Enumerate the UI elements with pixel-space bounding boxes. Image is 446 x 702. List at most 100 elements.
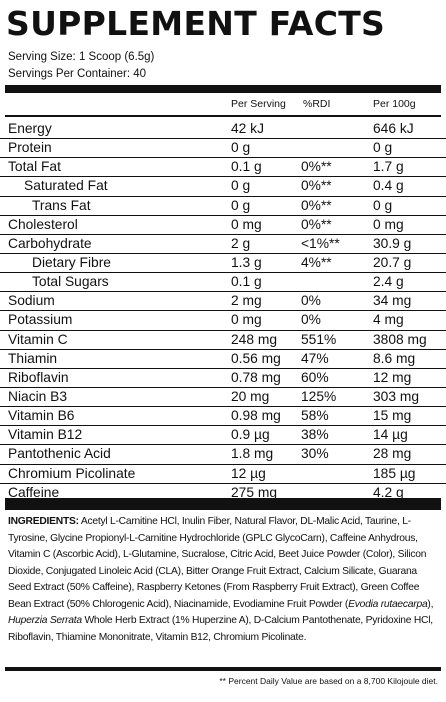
rdi-value: 125%	[301, 388, 337, 404]
top-divider	[5, 85, 441, 93]
per-100g-value: 8.6 mg	[373, 350, 416, 366]
nutrient-name: Sodium	[8, 293, 55, 309]
per-100g-value: 34 mg	[373, 293, 412, 309]
nutrient-name: Pantothenic Acid	[8, 446, 111, 462]
table-row: Vitamin B6 0.98 mg 58% 15 mg	[0, 407, 446, 427]
nutrient-table: Energy 42 kJ 646 kJ Protein 0 g 0 g Total Fat 0…	[0, 120, 446, 503]
header-per-serving: Per Serving	[231, 98, 286, 110]
table-row: Sodium 2 mg 0% 34 mg	[0, 292, 446, 312]
per-100g-value: 2.4 g	[373, 274, 404, 290]
table-header: Per Serving %RDI Per 100g	[0, 96, 446, 115]
nutrient-name: Total Sugars	[32, 274, 109, 290]
per-serving-value: 42 kJ	[231, 121, 264, 136]
table-row: Total Fat 0.1 g 0%** 1.7 g	[0, 158, 446, 178]
rdi-value: 60%	[301, 369, 329, 385]
per-serving-value: 0.9 µg	[231, 427, 270, 443]
ingredients-part1: Acetyl L-Carnitine HCl, Inulin Fiber, Na…	[8, 516, 427, 610]
per-serving-value: 2 mg	[231, 293, 262, 309]
rdi-value: 38%	[301, 427, 329, 443]
servings-per-container: Servings Per Container: 40	[8, 68, 147, 80]
rdi-value: 4%**	[301, 254, 332, 270]
nutrient-name: Carbohydrate	[8, 235, 92, 251]
per-100g-value: 185 µg	[373, 465, 416, 481]
per-serving-value: 0 mg	[231, 312, 262, 328]
rdi-value: 47%	[301, 350, 329, 366]
nutrient-name: Vitamin C	[8, 331, 68, 347]
rdi-value: 551%	[301, 331, 337, 347]
nutrient-name: Chromium Picolinate	[8, 465, 136, 481]
header-per-100g: Per 100g	[373, 98, 416, 110]
ingredients-part3: Whole Herb Extract (1% Huperzine A), D-C…	[8, 615, 433, 643]
nutrient-name: Total Fat	[8, 159, 61, 175]
per-serving-value: 0.56 mg	[231, 350, 281, 366]
nutrient-name: Riboflavin	[8, 369, 69, 385]
per-100g-value: 4 mg	[373, 312, 404, 328]
rdi-value: 30%	[301, 446, 329, 462]
ingredients-italic2: Huperzia Serrata	[8, 615, 82, 626]
per-serving-value: 0 g	[231, 197, 251, 213]
per-100g-value: 0 g	[373, 140, 393, 156]
table-row: Riboflavin 0.78 mg 60% 12 mg	[0, 369, 446, 388]
per-100g-value: 14 µg	[373, 427, 408, 443]
per-100g-value: 303 mg	[373, 388, 420, 404]
per-100g-value: 0 mg	[373, 216, 404, 232]
per-serving-value: 1.3 g	[231, 254, 262, 270]
per-100g-value: 15 mg	[373, 408, 412, 424]
per-serving-value: 0.98 mg	[231, 408, 281, 424]
per-100g-value: 3808 mg	[373, 331, 427, 347]
table-row: Energy 42 kJ 646 kJ	[0, 120, 446, 140]
table-row: Dietary Fibre 1.3 g 4%** 20.7 g	[0, 254, 446, 274]
per-100g-value: 1.7 g	[373, 159, 404, 175]
per-serving-value: 12 µg	[231, 465, 266, 481]
per-serving-value: 0.78 mg	[231, 369, 281, 385]
nutrient-name: Protein	[8, 140, 52, 156]
nutrient-name: Niacin B3	[8, 388, 68, 404]
table-row: Vitamin C 248 mg 551% 3808 mg	[0, 331, 446, 350]
nutrient-name: Energy	[8, 121, 52, 136]
nutrient-name: Vitamin B12	[8, 427, 83, 443]
table-row: Potassium 0 mg 0% 4 mg	[0, 311, 446, 331]
per-serving-value: 20 mg	[231, 388, 270, 404]
table-row: Chromium Picolinate 12 µg 185 µg	[0, 465, 446, 484]
per-100g-value: 4.2 g	[373, 484, 404, 500]
nutrient-name: Saturated Fat	[24, 178, 108, 194]
table-row: Vitamin B12 0.9 µg 38% 14 µg	[0, 426, 446, 446]
table-row: Cholesterol 0 mg 0%** 0 mg	[0, 216, 446, 235]
per-serving-value: 275 mg	[231, 484, 278, 500]
per-100g-value: 646 kJ	[373, 121, 414, 136]
rdi-value: 0%**	[301, 159, 332, 175]
table-row: Carbohydrate 2 g <1%** 30.9 g	[0, 235, 446, 254]
per-serving-value: 0 g	[231, 178, 251, 194]
nutrient-name: Trans Fat	[32, 197, 91, 213]
table-row: Pantothenic Acid 1.8 mg 30% 28 mg	[0, 445, 446, 465]
table-row: Protein 0 g 0 g	[0, 139, 446, 159]
nutrient-name: Potassium	[8, 312, 73, 328]
per-serving-value: 0.1 g	[231, 274, 262, 290]
per-serving-value: 1.8 mg	[231, 446, 274, 462]
footnote: ** Percent Daily Value are based on a 8,…	[219, 676, 438, 686]
ingredients-italic1: Evodia rutaecarpa	[348, 598, 428, 610]
per-serving-value: 2 g	[231, 235, 251, 251]
rdi-value: 0%**	[301, 197, 332, 213]
page-title: SUPPLEMENT FACTS	[6, 4, 386, 43]
per-100g-value: 12 mg	[373, 369, 412, 385]
ingredients-label: INGREDIENTS:	[8, 516, 79, 527]
per-serving-value: 0 g	[231, 140, 251, 156]
per-serving-value: 0 mg	[231, 216, 262, 232]
per-100g-value: 30.9 g	[373, 235, 412, 251]
rdi-value: 0%	[301, 293, 321, 309]
per-100g-value: 0 g	[373, 197, 393, 213]
bottom-divider	[5, 667, 441, 671]
ingredients-text: INGREDIENTS: Acetyl L-Carnitine HCl, Inu…	[8, 514, 440, 646]
rdi-value: 58%	[301, 408, 329, 424]
table-row: Thiamin 0.56 mg 47% 8.6 mg	[0, 350, 446, 369]
nutrient-name: Vitamin B6	[8, 408, 75, 424]
table-row: Total Sugars 0.1 g 2.4 g	[0, 273, 446, 293]
rdi-value: <1%**	[301, 235, 340, 251]
header-rdi: %RDI	[303, 98, 331, 110]
per-100g-value: 0.4 g	[373, 178, 404, 194]
serving-size: Serving Size: 1 Scoop (6.5g)	[8, 51, 155, 63]
per-100g-value: 20.7 g	[373, 254, 412, 270]
middle-divider	[5, 498, 441, 510]
table-row: Trans Fat 0 g 0%** 0 g	[0, 197, 446, 216]
